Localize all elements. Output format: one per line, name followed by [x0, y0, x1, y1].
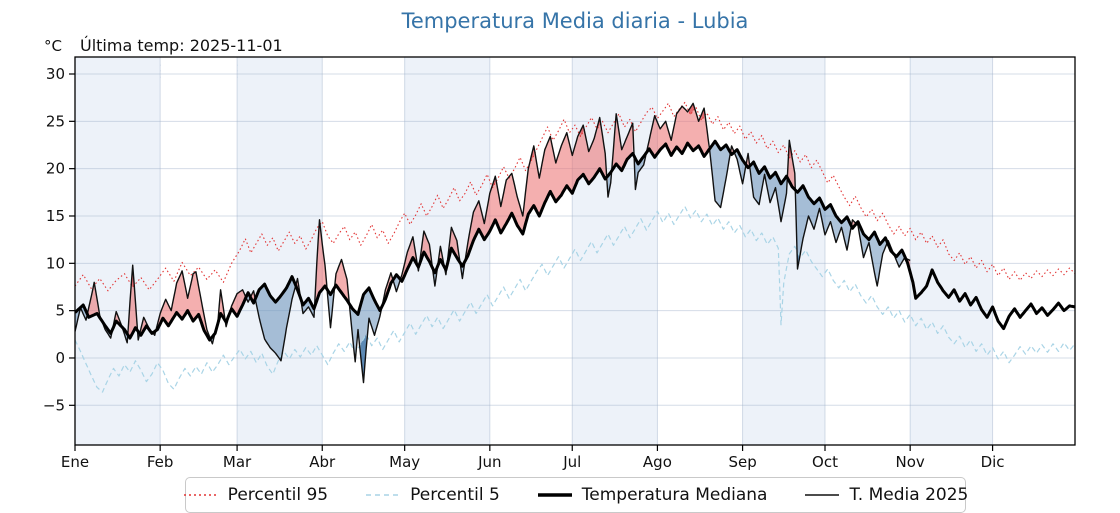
- y-tick-label: 25: [46, 112, 65, 130]
- x-tick-label: Abr: [309, 453, 336, 471]
- y-tick-label: 20: [46, 160, 65, 178]
- y-tick-label: 10: [46, 254, 65, 272]
- x-tick-label: Dic: [981, 453, 1005, 471]
- legend-item-percentil-5: Percentil 5: [365, 485, 500, 505]
- month-band: [742, 57, 825, 445]
- legend-label: T. Media 2025: [849, 485, 969, 505]
- month-band: [75, 57, 161, 445]
- month-band: [160, 57, 238, 445]
- chart-legend: Percentil 95 Percentil 5 Temperatura Media…: [183, 477, 968, 513]
- legend-label: Temperatura Mediana: [581, 485, 768, 505]
- page-title: Temperatura Media diaria - Lubia: [401, 9, 749, 33]
- fill-2025-below-median: [75, 141, 905, 383]
- chart-plot-area: [75, 57, 1075, 445]
- mediana-line: [75, 139, 1075, 342]
- x-tick-label: Jun: [477, 453, 501, 471]
- legend-line-sample: [805, 494, 840, 496]
- y-tick-label: 30: [46, 65, 65, 83]
- x-tick-label: Ene: [61, 453, 89, 471]
- legend-item-t-media-2025: T. Media 2025: [804, 485, 968, 505]
- legend-label: Percentil 5: [410, 485, 500, 505]
- x-tick-label: Nov: [896, 453, 925, 471]
- y-axis-units-label: °C: [44, 37, 62, 55]
- month-band: [910, 57, 993, 445]
- month-band: [489, 57, 573, 445]
- temperature-chart: −5 0 5 10 15 20 25 30 Ene Feb Mar Abr May Jun Jul Ago Se…: [43, 56, 1076, 471]
- x-tick-label: Mar: [223, 453, 252, 471]
- legend-label: Percentil 95: [227, 485, 329, 505]
- x-tick-label: Sep: [728, 453, 756, 471]
- percentil-95-line: [75, 101, 1075, 292]
- legend-line-sample: [183, 494, 218, 496]
- x-tick-label: May: [389, 453, 420, 471]
- x-tick-label: Ago: [643, 453, 672, 471]
- fill-2025-above-median: [87, 103, 911, 340]
- month-band: [825, 57, 911, 445]
- x-tick-label: Feb: [147, 453, 174, 471]
- last-temp-label: Última temp: 2025-11-01: [80, 36, 283, 55]
- legend-line-sample: [366, 494, 401, 496]
- chart-page: { "header": { "title": "Temperatura Medi…: [42, 9, 1076, 513]
- legend-item-temperatura-mediana: Temperatura Mediana: [537, 485, 768, 505]
- month-band: [322, 57, 405, 445]
- x-tick-label: Oct: [812, 453, 838, 471]
- month-band: [657, 57, 743, 445]
- percentil-5-line: [75, 205, 1075, 393]
- plot-border: [74, 56, 1076, 446]
- y-tick-label: −5: [43, 396, 65, 414]
- y-tick-label: 5: [55, 302, 65, 320]
- y-tick-label: 15: [46, 207, 65, 225]
- x-tick-label: Jul: [562, 453, 581, 471]
- legend-item-percentil-95: Percentil 95: [183, 485, 328, 505]
- month-band: [992, 57, 1075, 445]
- month-band: [404, 57, 490, 445]
- y-tick-label: 0: [55, 349, 65, 367]
- legend-line-sample: [537, 493, 572, 497]
